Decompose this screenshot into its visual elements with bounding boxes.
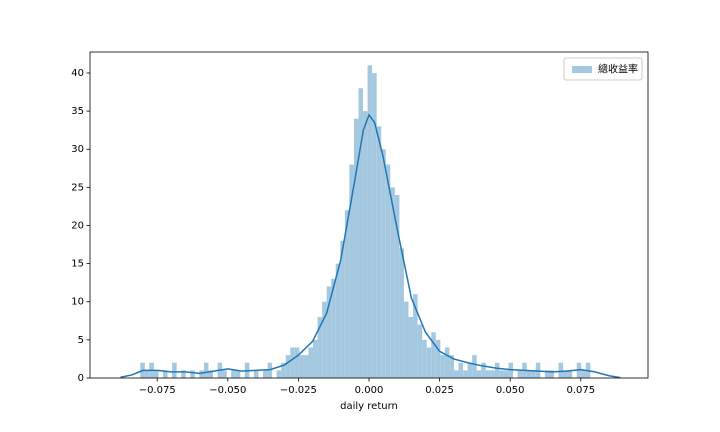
- histogram-bar: [499, 370, 504, 378]
- y-tick-label: 10: [71, 297, 84, 308]
- histogram-bar: [458, 362, 464, 378]
- histogram-bar: [203, 362, 209, 378]
- histogram-bar: [567, 370, 573, 378]
- y-tick-label: 30: [71, 144, 84, 155]
- histogram-bar: [285, 355, 291, 378]
- histogram-bar: [331, 278, 336, 378]
- histogram-bar: [322, 301, 327, 378]
- y-tick-label: 5: [78, 335, 84, 346]
- y-tick-label: 35: [71, 106, 84, 117]
- histogram-bar: [385, 164, 391, 378]
- histogram-bar: [153, 370, 159, 378]
- histogram-bar: [581, 370, 586, 378]
- y-tick-label: 0: [78, 373, 84, 384]
- histogram-bar: [426, 347, 432, 378]
- histogram-bar: [558, 362, 564, 378]
- histogram-bar: [394, 194, 400, 378]
- histogram-bar: [199, 370, 204, 378]
- histogram-bar: [485, 370, 491, 378]
- histogram-bar: [299, 355, 304, 378]
- legend-swatch: [572, 66, 592, 73]
- histogram-bar: [190, 370, 195, 378]
- histogram-bar: [367, 65, 373, 378]
- histogram-bar: [494, 362, 500, 378]
- histogram-bar: [399, 248, 404, 378]
- histogram-bar: [431, 332, 436, 378]
- histogram-bar: [408, 316, 414, 378]
- y-tick-label: 25: [71, 182, 84, 193]
- y-tick-label: 20: [71, 220, 84, 231]
- histogram-bar: [231, 370, 236, 378]
- histogram-bar: [363, 111, 368, 378]
- histogram-bar: [413, 294, 418, 378]
- y-tick-label: 15: [71, 259, 84, 270]
- histogram-bar: [403, 301, 409, 378]
- x-tick-label: −0.025: [280, 385, 317, 396]
- histogram-bar: [467, 362, 473, 378]
- histogram-bar: [517, 370, 523, 378]
- histogram-bar: [503, 370, 509, 378]
- histogram-bar: [326, 286, 332, 378]
- histogram-bar: [390, 187, 395, 378]
- histogram-bar: [449, 355, 454, 378]
- histogram-bar: [317, 316, 323, 378]
- histogram-bar: [422, 339, 427, 378]
- histogram-bar: [253, 370, 259, 378]
- histogram-bar: [563, 370, 568, 378]
- histogram-bar: [490, 370, 495, 378]
- histogram-bar: [162, 370, 168, 378]
- histogram-bar: [372, 72, 377, 378]
- x-tick-label: 0.075: [566, 385, 595, 396]
- x-tick-label: −0.075: [139, 385, 176, 396]
- histogram-bar: [308, 347, 314, 378]
- histogram-bar: [172, 362, 177, 378]
- x-tick-label: −0.050: [209, 385, 246, 396]
- histogram-bar: [417, 324, 423, 378]
- histogram-bar: [208, 370, 214, 378]
- histogram-bar: [313, 339, 318, 378]
- histogram-bar: [281, 362, 286, 378]
- histogram-bar: [340, 240, 345, 378]
- histogram-bar: [276, 370, 282, 378]
- histogram-bar: [376, 126, 382, 378]
- histogram-bar: [435, 339, 441, 378]
- histogram-bar: [344, 210, 350, 378]
- histogram-bar: [144, 370, 150, 378]
- histogram-bar: [181, 370, 186, 378]
- histogram-bar: [549, 370, 554, 378]
- histogram-bar: [440, 355, 445, 378]
- histogram-bar: [222, 370, 227, 378]
- x-tick-label: 0.050: [496, 385, 525, 396]
- histogram-bar: [353, 118, 359, 378]
- y-tick-label: 40: [71, 68, 84, 79]
- histogram-bar: [444, 347, 450, 378]
- histogram-bar: [472, 355, 477, 378]
- histogram-bar: [294, 347, 300, 378]
- histogram-bar: [544, 370, 550, 378]
- kde-line: [120, 113, 621, 379]
- x-tick-label: 0.025: [425, 385, 454, 396]
- histogram-bar: [381, 149, 386, 378]
- histogram-bar: [303, 355, 309, 378]
- histogram-bar: [335, 263, 341, 378]
- histogram-bar: [358, 88, 364, 378]
- histogram-bar: [290, 347, 295, 378]
- histogram-bar: [263, 370, 268, 378]
- histogram-bar: [349, 164, 354, 378]
- histogram-bar: [481, 362, 486, 378]
- histogram-bar: [453, 370, 459, 378]
- histogram-bar: [531, 370, 536, 378]
- x-tick-label: 0.000: [355, 385, 384, 396]
- histogram-bar: [463, 370, 468, 378]
- histogram-bar: [476, 370, 482, 378]
- legend-box: [563, 57, 643, 81]
- legend-label: 總收益率: [598, 63, 638, 76]
- histogram-bar: [235, 370, 241, 378]
- histogram-bar: [526, 370, 532, 378]
- x-axis-label: daily return: [340, 401, 398, 412]
